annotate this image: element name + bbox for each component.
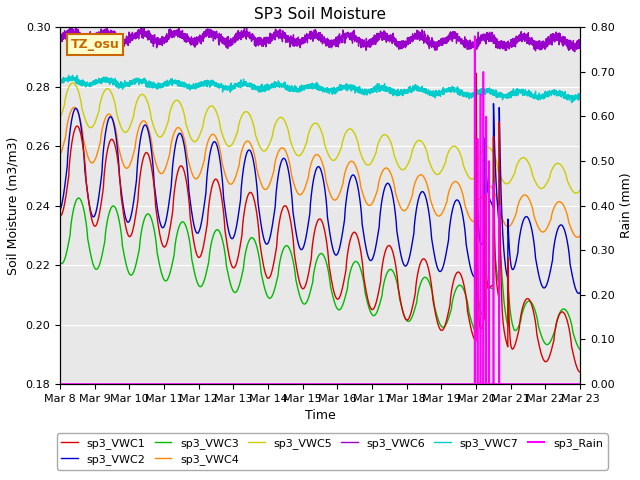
sp3_VWC3: [380, 281, 388, 287]
sp3_VWC7: [527, 93, 534, 98]
sp3_VWC5: [576, 188, 584, 193]
sp3_VWC7: [202, 81, 209, 86]
sp3_VWC7: [68, 72, 76, 78]
sp3_VWC5: [56, 115, 64, 121]
sp3_Rain: [380, 381, 387, 387]
sp3_VWC1: [168, 216, 175, 222]
sp3_VWC2: [56, 207, 64, 213]
Line: sp3_VWC7: sp3_VWC7: [60, 75, 580, 103]
sp3_VWC7: [576, 96, 584, 101]
sp3_VWC7: [56, 80, 64, 85]
sp3_VWC1: [576, 369, 584, 375]
sp3_Rain: [202, 381, 209, 387]
sp3_VWC7: [371, 87, 378, 93]
sp3_Rain: [371, 381, 378, 387]
Y-axis label: Soil Moisture (m3/m3): Soil Moisture (m3/m3): [7, 136, 20, 275]
sp3_VWC5: [168, 104, 175, 109]
Y-axis label: Rain (mm): Rain (mm): [620, 173, 633, 239]
sp3_Rain: [471, 33, 479, 39]
sp3_VWC4: [202, 149, 209, 155]
sp3_VWC4: [576, 233, 584, 239]
sp3_VWC6: [202, 30, 209, 36]
sp3_VWC1: [576, 369, 584, 375]
Line: sp3_VWC6: sp3_VWC6: [60, 27, 580, 52]
sp3_VWC4: [576, 233, 584, 239]
sp3_VWC5: [202, 112, 209, 118]
X-axis label: Time: Time: [305, 409, 335, 422]
sp3_VWC6: [380, 32, 388, 38]
sp3_VWC5: [380, 132, 388, 138]
sp3_VWC6: [371, 37, 378, 43]
sp3_Rain: [56, 381, 64, 387]
sp3_VWC1: [202, 233, 209, 239]
sp3_VWC7: [168, 81, 175, 86]
sp3_VWC1: [371, 304, 378, 310]
sp3_VWC2: [202, 194, 209, 200]
sp3_VWC6: [103, 24, 111, 30]
Legend: sp3_VWC1, sp3_VWC2, sp3_VWC3, sp3_VWC4, sp3_VWC5, sp3_VWC6, sp3_VWC7, sp3_Rain: sp3_VWC1, sp3_VWC2, sp3_VWC3, sp3_VWC4, …: [57, 433, 607, 469]
sp3_VWC6: [168, 30, 175, 36]
Line: sp3_VWC3: sp3_VWC3: [60, 198, 580, 349]
sp3_VWC5: [527, 165, 534, 171]
sp3_VWC3: [371, 312, 378, 318]
sp3_VWC1: [527, 300, 534, 305]
sp3_Rain: [168, 381, 175, 387]
sp3_VWC6: [576, 42, 584, 48]
sp3_VWC4: [70, 105, 78, 110]
sp3_VWC5: [572, 190, 580, 196]
sp3_VWC7: [380, 84, 388, 90]
sp3_VWC2: [380, 189, 387, 195]
sp3_VWC5: [371, 153, 378, 159]
sp3_VWC6: [56, 35, 64, 40]
sp3_VWC5: [576, 187, 584, 193]
sp3_VWC4: [168, 138, 175, 144]
sp3_VWC4: [371, 195, 378, 201]
sp3_VWC6: [576, 41, 584, 47]
sp3_VWC2: [371, 250, 378, 256]
sp3_VWC3: [576, 347, 584, 352]
Text: TZ_osu: TZ_osu: [70, 38, 119, 51]
sp3_Rain: [576, 381, 584, 387]
sp3_VWC1: [380, 256, 387, 262]
sp3_Rain: [527, 381, 534, 387]
sp3_VWC4: [573, 234, 581, 240]
sp3_Rain: [576, 381, 584, 387]
sp3_VWC5: [69, 80, 77, 86]
sp3_VWC4: [56, 152, 64, 158]
Line: sp3_Rain: sp3_Rain: [60, 36, 580, 384]
sp3_VWC2: [576, 290, 584, 296]
sp3_VWC2: [168, 178, 175, 184]
sp3_VWC3: [168, 264, 175, 269]
sp3_VWC3: [75, 195, 83, 201]
sp3_VWC7: [576, 91, 584, 96]
sp3_VWC2: [575, 290, 582, 296]
Title: SP3 Soil Moisture: SP3 Soil Moisture: [254, 7, 386, 22]
sp3_VWC3: [202, 274, 209, 279]
sp3_VWC3: [576, 347, 584, 352]
sp3_VWC6: [527, 36, 534, 41]
sp3_VWC2: [576, 290, 584, 296]
Line: sp3_VWC5: sp3_VWC5: [60, 83, 580, 193]
sp3_VWC4: [527, 200, 534, 206]
sp3_VWC3: [56, 259, 64, 265]
sp3_VWC3: [527, 299, 534, 305]
sp3_VWC7: [568, 100, 575, 106]
Line: sp3_VWC2: sp3_VWC2: [60, 104, 580, 293]
sp3_VWC1: [56, 213, 64, 218]
sp3_VWC2: [527, 222, 534, 228]
sp3_VWC6: [571, 49, 579, 55]
Line: sp3_VWC1: sp3_VWC1: [60, 73, 580, 372]
sp3_VWC2: [490, 101, 497, 107]
Line: sp3_VWC4: sp3_VWC4: [60, 108, 580, 237]
sp3_VWC4: [380, 167, 388, 172]
sp3_VWC1: [472, 71, 480, 76]
